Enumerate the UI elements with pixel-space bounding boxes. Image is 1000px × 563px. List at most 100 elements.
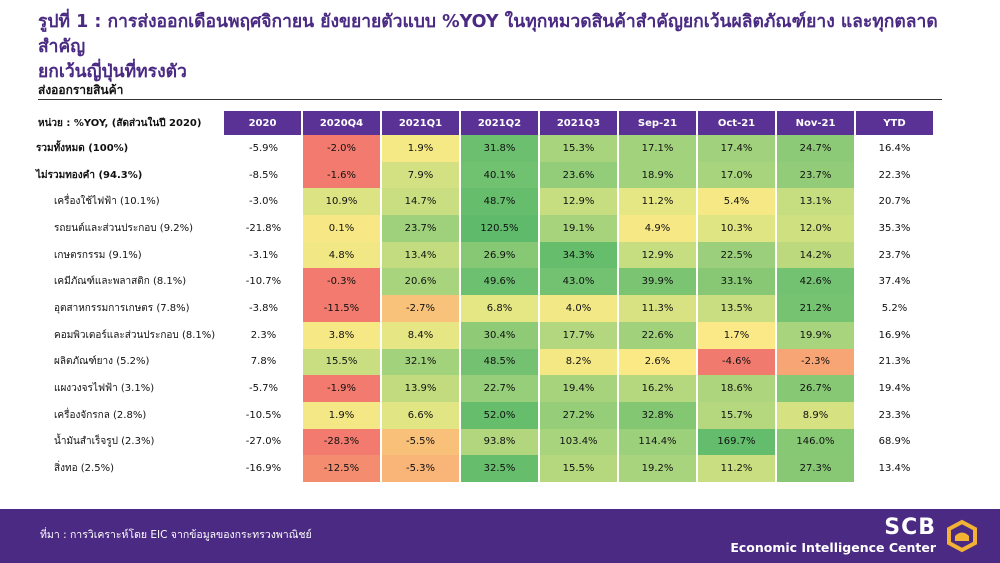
heatmap-cell: -5.5% — [382, 428, 461, 456]
heatmap-cell: 13.4% — [382, 241, 461, 269]
cell-2020: -3.0% — [248, 196, 278, 208]
row-label: ผลิตภัณฑ์ยาง (5.2%) — [54, 356, 150, 368]
cell-2020: -3.1% — [248, 249, 278, 261]
table-row: เครื่องใช้ไฟฟ้า (10.1%) -3.0% 10.9% 14.7% 48… — [36, 188, 933, 216]
column-header: 2021Q3 — [540, 111, 619, 135]
heatmap-cell: 39.9% — [619, 268, 698, 296]
heatmap-cell: 120.5% — [461, 215, 540, 242]
heatmap-cell: 24.7% — [777, 135, 856, 162]
heatmap-cell: 12.0% — [777, 215, 856, 242]
heatmap-cell: 26.9% — [461, 241, 540, 269]
column-header: 2021Q1 — [382, 111, 461, 135]
heatmap-cell: 18.6% — [698, 375, 777, 402]
cell-ytd: 16.4% — [878, 142, 911, 154]
heatmap-cell: 3.8% — [303, 321, 382, 349]
heatmap-cell: 23.6% — [540, 161, 619, 189]
heatmap-cell: 6.8% — [461, 295, 540, 322]
logo-brand: SCB — [884, 515, 936, 540]
page-title: รูปที่ 1 : การส่งออกเดือนพฤศจิกายน ยังขย… — [38, 10, 968, 85]
heatmap-cell: 13.5% — [698, 295, 777, 322]
heatmap-cell: -1.6% — [303, 161, 382, 189]
table-row: ไม่รวมทองคำ (94.3%) -8.5% -1.6% 7.9% 40.1% 23… — [36, 161, 933, 189]
column-header: Sep-21 — [619, 111, 698, 135]
heatmap-cell: 42.6% — [777, 268, 856, 296]
heatmap-cell: 10.3% — [698, 215, 777, 242]
heatmap-cell: -0.3% — [303, 268, 382, 296]
table-row: น้ำมันสำเร็จรูป (2.3%) -27.0% -28.3% -5.5% 9… — [36, 428, 933, 456]
heatmap-cell: 0.1% — [303, 215, 382, 242]
heatmap-cell: 17.0% — [698, 161, 777, 189]
cell-ytd: 16.9% — [878, 329, 911, 341]
heatmap-cell: 48.7% — [461, 188, 540, 216]
heatmap-cell: 11.2% — [619, 188, 698, 216]
heatmap-cell: 146.0% — [777, 428, 856, 456]
heatmap-cell: 19.2% — [619, 455, 698, 482]
title-line-1: รูปที่ 1 : การส่งออกเดือนพฤศจิกายน ยังขย… — [38, 12, 938, 57]
table-row: อุตสาหกรรมการเกษตร (7.8%) -3.8% -11.5% -2.7… — [36, 295, 933, 322]
logo: SCB Economic Intelligence Center — [730, 516, 936, 556]
heatmap-cell: 4.0% — [540, 295, 619, 322]
heatmap-cell: 31.8% — [461, 135, 540, 162]
heatmap-cell: 30.4% — [461, 321, 540, 349]
heatmap-cell: 93.8% — [461, 428, 540, 456]
heatmap-cell: 13.1% — [777, 188, 856, 216]
cell-2020: -5.7% — [248, 383, 278, 395]
heatmap-cell: 7.9% — [382, 161, 461, 189]
table-row: สิ่งทอ (2.5%) -16.9% -12.5% -5.3% 32.5% 15.5%… — [36, 455, 933, 482]
heatmap-cell: 19.9% — [777, 321, 856, 349]
heatmap-cell: -28.3% — [303, 428, 382, 456]
heatmap-cell: 52.0% — [461, 401, 540, 429]
cell-2020: -8.5% — [248, 169, 278, 181]
cell-2020: -16.9% — [245, 463, 282, 475]
heatmap-cell: -2.0% — [303, 135, 382, 162]
row-label: เคมีภัณฑ์และพลาสติก (8.1%) — [54, 276, 187, 288]
cell-ytd: 20.7% — [878, 196, 911, 208]
row-label: แผงวงจรไฟฟ้า (3.1%) — [54, 383, 155, 395]
scb-emblem-icon — [947, 519, 977, 553]
unit-label: หน่วย : %YOY, (สัดส่วนในปี 2020) — [36, 111, 224, 135]
cell-ytd: 23.7% — [878, 249, 911, 261]
heatmap-cell: 22.5% — [698, 241, 777, 269]
heatmap-cell: 12.9% — [619, 241, 698, 269]
cell-ytd: 23.3% — [878, 409, 911, 421]
cell-ytd: 68.9% — [878, 436, 911, 448]
heatmap-cell: 22.7% — [461, 375, 540, 402]
section-label: ส่งออกรายสินค้า — [38, 81, 942, 100]
heatmap-cell: 32.8% — [619, 401, 698, 429]
cell-ytd: 21.3% — [878, 356, 911, 368]
heatmap-cell: 14.2% — [777, 241, 856, 269]
cell-ytd: 5.2% — [881, 302, 908, 314]
heatmap-cell: 2.6% — [619, 348, 698, 376]
heatmap-cell: 12.9% — [540, 188, 619, 216]
heatmap-cell: -4.6% — [698, 348, 777, 376]
cell-ytd: 22.3% — [878, 169, 911, 181]
heatmap-cell: 17.1% — [619, 135, 698, 162]
heatmap-cell: 103.4% — [540, 428, 619, 456]
heatmap-cell: 1.7% — [698, 321, 777, 349]
heatmap-cell: 114.4% — [619, 428, 698, 456]
heatmap-cell: 8.9% — [777, 401, 856, 429]
heatmap-cell: 15.5% — [303, 348, 382, 376]
row-label: เครื่องใช้ไฟฟ้า (10.1%) — [54, 196, 160, 208]
heatmap-cell: 49.6% — [461, 268, 540, 296]
heatmap-cell: -5.3% — [382, 455, 461, 482]
export-growth-table: หน่วย : %YOY, (สัดส่วนในปี 2020) 2020 20… — [36, 111, 933, 482]
row-label: รถยนต์และส่วนประกอบ (9.2%) — [54, 222, 193, 234]
heatmap-cell: 32.5% — [461, 455, 540, 482]
heatmap-cell: 1.9% — [303, 401, 382, 429]
column-header: Oct-21 — [698, 111, 777, 135]
table-row: รวมทั้งหมด (100%) -5.9% -2.0% 1.9% 31.8% 15.3… — [36, 135, 933, 162]
cell-2020: -5.9% — [248, 142, 278, 154]
heatmap-cell: 15.5% — [540, 455, 619, 482]
table-row: ผลิตภัณฑ์ยาง (5.2%) 7.8% 15.5% 32.1% 48.5% 8.… — [36, 348, 933, 376]
heatmap-cell: -12.5% — [303, 455, 382, 482]
heatmap-cell: 15.7% — [698, 401, 777, 429]
cell-2020: -27.0% — [245, 436, 282, 448]
heatmap-cell: 5.4% — [698, 188, 777, 216]
heatmap-cell: 18.9% — [619, 161, 698, 189]
logo-name: Economic Intelligence Center — [730, 540, 936, 555]
heatmap-cell: 23.7% — [382, 215, 461, 242]
table-row: เกษตรกรรม (9.1%) -3.1% 4.8% 13.4% 26.9% 34.3%… — [36, 241, 933, 269]
row-label: เครื่องจักรกล (2.8%) — [54, 409, 147, 421]
cell-ytd: 37.4% — [878, 276, 911, 288]
